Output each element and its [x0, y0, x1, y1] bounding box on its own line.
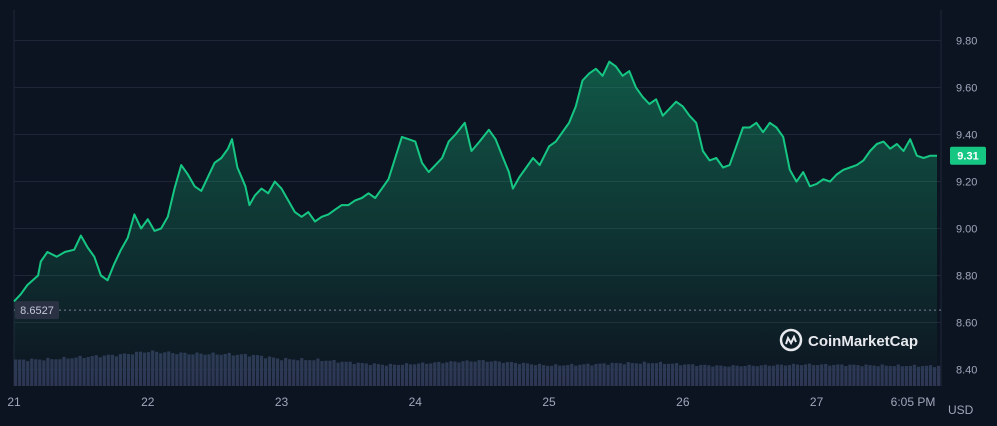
y-tick-label: 8.40 [956, 365, 977, 377]
x-tick-label: 22 [141, 395, 155, 409]
x-tick-label: 26 [676, 395, 690, 409]
current-price-label: 9.31 [957, 151, 978, 163]
y-tick-label: 9.40 [956, 130, 977, 142]
x-tick-label: 27 [810, 395, 824, 409]
current-price-group: 9.31 [950, 146, 986, 165]
y-tick-label: 9.80 [956, 36, 977, 48]
x-tick-label: 6:05 PM [891, 395, 936, 409]
baseline-group: 8.6527 [14, 301, 941, 320]
x-tick-label: 24 [409, 395, 423, 409]
currency-label: USD [948, 403, 974, 417]
y-tick-label: 8.60 [956, 318, 977, 330]
y-tick-label: 9.00 [956, 224, 977, 236]
x-axis: 21 22 23 24 25 26 27 6:05 PM [7, 395, 935, 409]
price-area-group [13, 60, 937, 386]
volume-bar [936, 365, 941, 386]
x-tick-label: 23 [275, 395, 289, 409]
watermark-text: CoinMarketCap [808, 333, 918, 350]
x-tick-label: 25 [542, 395, 556, 409]
y-tick-label: 9.60 [956, 83, 977, 95]
x-tick-label: 21 [7, 395, 21, 409]
y-axis: 9.80 9.60 9.40 9.20 9.00 8.80 8.60 8.40 [956, 36, 977, 377]
y-tick-label: 8.80 [956, 271, 977, 283]
current-price-tag [950, 146, 986, 165]
watermark: CoinMarketCap [779, 328, 918, 352]
coinmarketcap-logo-icon [779, 328, 803, 352]
baseline-label: 8.6527 [20, 305, 54, 317]
y-tick-label: 9.20 [956, 177, 977, 189]
baseline-label-bg [15, 301, 59, 320]
price-area [14, 61, 937, 386]
price-line [13, 60, 937, 303]
